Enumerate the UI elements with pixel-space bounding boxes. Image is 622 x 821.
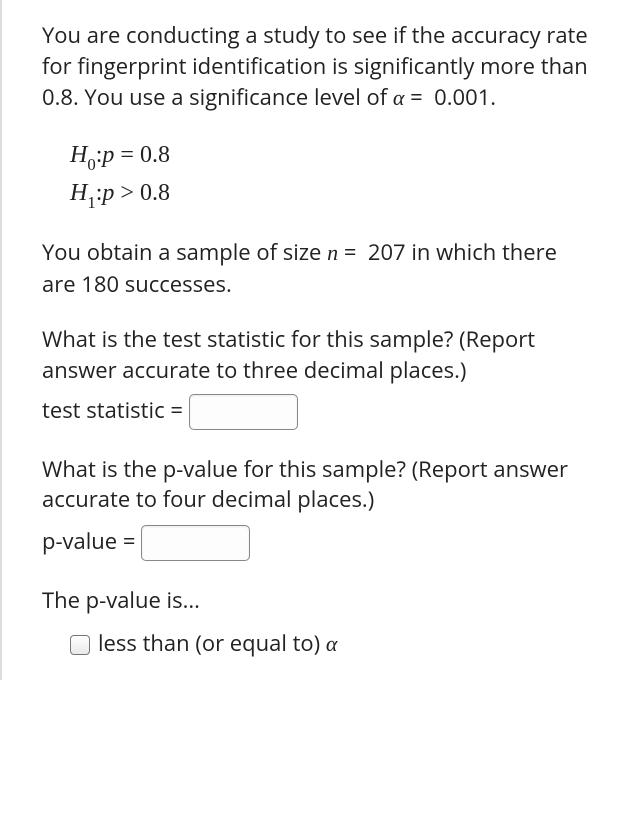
h0-value: 0.8	[140, 142, 170, 168]
n-value: 207	[368, 237, 406, 267]
hypotheses-block: H0:p = 0.8 H1:p > 0.8	[42, 137, 594, 213]
option-row-1: less than (or equal to) α	[42, 628, 594, 660]
option-1-text: less than (or equal to)	[98, 628, 326, 658]
test-statistic-row: test statistic =	[42, 394, 594, 430]
H-symbol: H	[70, 180, 87, 206]
alpha-symbol: α	[393, 85, 405, 110]
p-value-input[interactable]	[141, 525, 250, 561]
H-symbol: H	[70, 142, 87, 168]
sample-text-a: You obtain a sample of size	[42, 237, 327, 267]
question-container: You are conducting a study to see if the…	[0, 0, 622, 680]
question-1: What is the test statistic for this samp…	[42, 324, 594, 386]
null-hypothesis: H0:p = 0.8	[70, 137, 594, 175]
alpha-symbol: α	[326, 631, 338, 656]
equals-sign: =	[114, 142, 140, 168]
p-symbol: p	[102, 180, 114, 206]
equals-sign: =	[338, 237, 362, 267]
test-statistic-label: test statistic =	[42, 394, 189, 424]
period: .	[490, 82, 496, 112]
question-2: What is the p-value for this sample? (Re…	[42, 454, 594, 516]
p-value-is-label: The p-value is...	[42, 585, 594, 616]
p-symbol: p	[102, 142, 114, 168]
intro-text: You are conducting a study to see if the…	[42, 20, 588, 112]
h1-value: 0.8	[140, 180, 170, 206]
sample-paragraph: You obtain a sample of size n = 207 in w…	[42, 237, 594, 300]
H1-subscript: 1	[87, 193, 95, 212]
alt-hypothesis: H1:p > 0.8	[70, 175, 594, 213]
intro-paragraph: You are conducting a study to see if the…	[42, 20, 594, 113]
greater-than: >	[114, 180, 140, 206]
n-symbol: n	[327, 240, 338, 265]
alpha-value: 0.001	[434, 82, 490, 112]
checkbox-option-1[interactable]	[70, 635, 90, 655]
H0-subscript: 0	[87, 155, 95, 174]
p-value-label: p-value =	[42, 526, 141, 556]
p-value-row: p-value =	[42, 525, 594, 561]
equals-sign: =	[404, 82, 428, 112]
test-statistic-input[interactable]	[189, 394, 298, 430]
